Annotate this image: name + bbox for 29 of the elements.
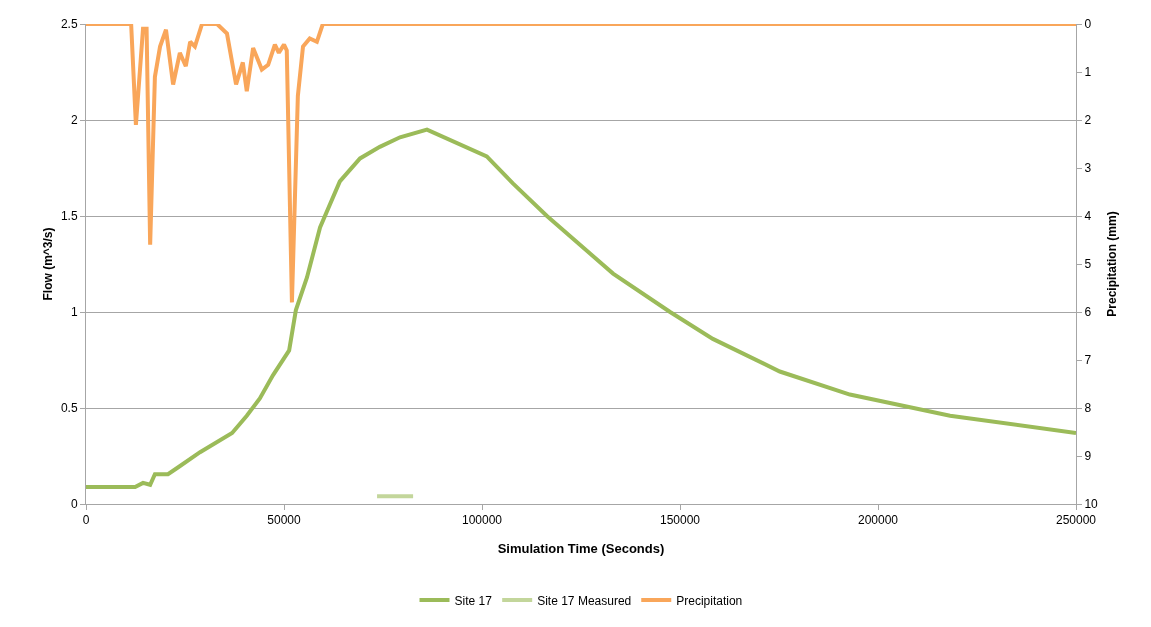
- y2-tick-label: 10: [1084, 497, 1099, 512]
- x-tick-label: 50000: [267, 513, 302, 528]
- y2-tick-label: 5: [1084, 257, 1092, 272]
- y2-tick-label: 2: [1084, 113, 1092, 128]
- x-tick-label: 150000: [659, 513, 701, 528]
- y-tick-label: 2: [70, 113, 78, 128]
- x-tick-label: 100000: [461, 513, 503, 528]
- x-tick-label: 0: [82, 513, 90, 528]
- y2-tick-label: 1: [1084, 65, 1092, 80]
- y2-tick-label: 3: [1084, 161, 1092, 176]
- y2-tick-label: 7: [1084, 353, 1092, 368]
- y2-axis-title: Precipitation (mm): [1105, 211, 1119, 317]
- y-tick-label: 1.5: [60, 209, 78, 224]
- y-tick-label: 1: [70, 305, 78, 320]
- y2-tick-label: 9: [1084, 449, 1092, 464]
- x-axis-title: Simulation Time (Seconds): [497, 541, 665, 556]
- y-tick-label: 2.5: [60, 17, 78, 32]
- legend-label: Site 17 Measured: [537, 593, 632, 608]
- legend-label: Site 17: [454, 593, 493, 608]
- y-axis-title: Flow (m^3/s): [41, 227, 55, 301]
- y-tick-label: 0.5: [60, 401, 78, 416]
- y-tick-label: 0: [70, 497, 78, 512]
- x-tick-label: 250000: [1055, 513, 1097, 528]
- legend-label: Precipitation: [676, 593, 743, 608]
- y2-tick-label: 4: [1084, 209, 1092, 224]
- y2-tick-label: 6: [1084, 305, 1092, 320]
- y2-tick-label: 0: [1084, 17, 1092, 32]
- x-tick-label: 200000: [857, 513, 899, 528]
- y2-tick-label: 8: [1084, 401, 1092, 416]
